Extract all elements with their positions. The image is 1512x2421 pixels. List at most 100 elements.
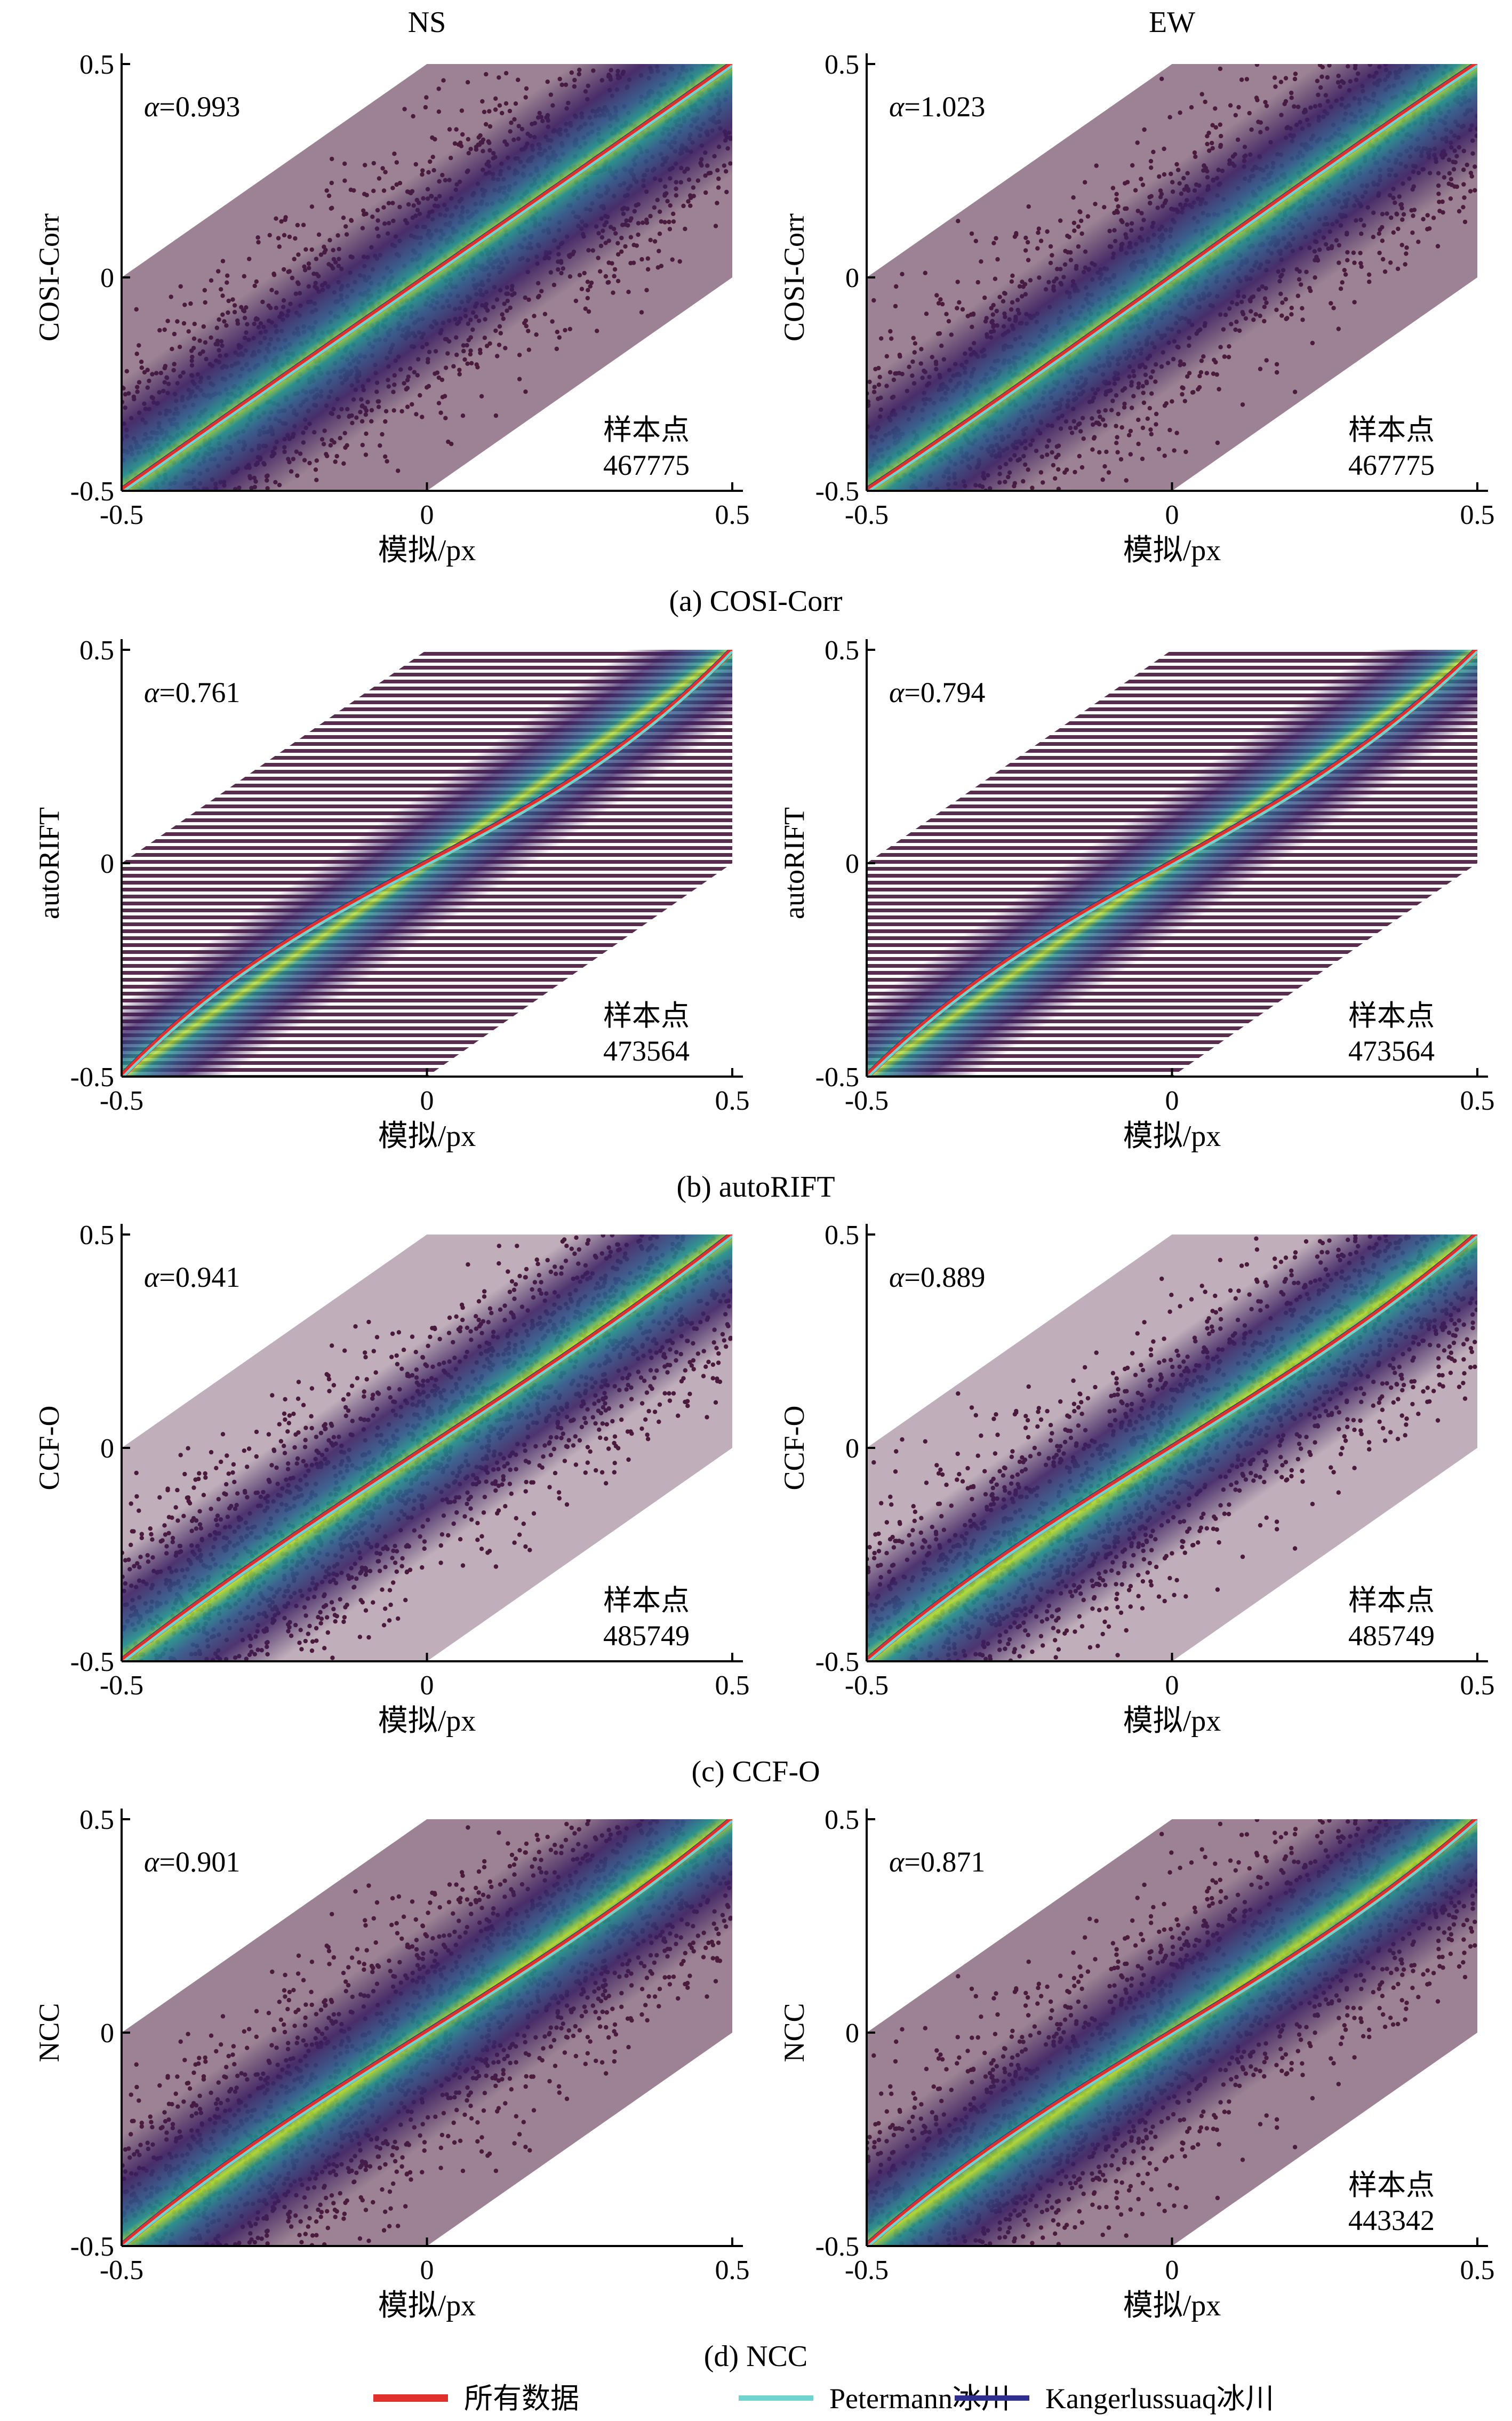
y-tick-label: 0 [100, 263, 114, 293]
panel-cosi-corr-ns: -0.5-0.5 0 0 0.5 0.5 COSI-Corr 模拟/px α=0.993 样本点… [33, 50, 843, 618]
panel-ccf-o-ns: -0.5-0.5 0 0 0.5 0.5 CCF-O 模拟/px α=0.941 样本点 4857… [33, 1220, 820, 1788]
panel-caption: (d) NCC [704, 2340, 807, 2373]
x-axis-label: 模拟/px [378, 1705, 476, 1738]
column-title-ns: NS [408, 6, 446, 39]
y-axis-label: COSI-Corr [778, 213, 810, 341]
petermann-fit-line [122, 1235, 732, 1661]
x-tick-label: 0 [1165, 2255, 1179, 2285]
sample-count: 467775 [1348, 449, 1435, 481]
panel-autorift-ew: -0.5-0.5 0 0 0.5 0.5 autoRIFT 模拟/px α=0.794 样本点4… [778, 635, 1495, 1153]
petermann-fit-line [867, 650, 1477, 1077]
x-tick-label: 0.5 [1460, 1670, 1495, 1701]
x-tick-label: 0 [420, 2255, 434, 2285]
all-data-fit-line [867, 64, 1477, 491]
y-tick-label: 0.5 [79, 1805, 114, 1835]
panel-ncc-ns: -0.5-0.5 0 0 0.5 0.5 NCC 模拟/px α=0.901 (d) NCC [33, 1805, 807, 2373]
y-tick-label: -0.5 [70, 2232, 114, 2262]
all-data-fit-line [122, 64, 732, 491]
y-tick-label: -0.5 [815, 1062, 859, 1093]
x-tick-label: -0.5 [100, 1670, 143, 1701]
y-axis-label: autoRIFT [778, 807, 810, 919]
petermann-fit-line [122, 650, 732, 1077]
x-tick-label: 0.5 [715, 2255, 750, 2285]
x-tick-label: 0.5 [715, 500, 750, 530]
sample-count: 467775 [603, 449, 690, 481]
alpha-annotation: α=1.023 [889, 91, 985, 123]
scatter-density [867, 64, 1477, 491]
x-tick-label: 0 [420, 500, 434, 530]
y-tick-label: 0.5 [825, 1805, 859, 1835]
x-axis-label: 模拟/px [1123, 1120, 1221, 1153]
legend-label: Kangerlussuaq冰川 [1045, 2383, 1274, 2415]
alpha-annotation: α=0.901 [144, 1846, 240, 1878]
y-axis-label: CCF-O [33, 1405, 65, 1490]
x-tick-label: 0 [420, 1670, 434, 1701]
x-tick-label: -0.5 [845, 2255, 889, 2285]
petermann-fit-line [867, 1820, 1477, 2246]
all-data-fit-line [122, 1819, 732, 2246]
y-tick-label: 0.5 [79, 1220, 114, 1251]
all-data-fit-line [867, 1819, 1477, 2246]
petermann-fit-line [122, 1820, 732, 2246]
column-title-ew: EW [1149, 6, 1195, 39]
x-tick-label: -0.5 [845, 1086, 889, 1116]
sample-count: 473564 [603, 1035, 690, 1067]
x-tick-label: -0.5 [100, 1086, 143, 1116]
x-tick-label: 0.5 [715, 1670, 750, 1701]
all-data-fit-line [867, 1235, 1477, 1661]
x-tick-label: -0.5 [845, 1670, 889, 1701]
panel-autorift-ns: -0.5-0.5 0 0 0.5 0.5 autoRIFT 模拟/px α=0.761 样本点4… [33, 635, 835, 1204]
x-tick-label: 0 [1165, 1670, 1179, 1701]
sample-label: 样本点 [1348, 1000, 1435, 1032]
y-tick-label: 0 [100, 2018, 114, 2049]
y-tick-label: -0.5 [815, 2232, 859, 2262]
x-tick-label: 0 [420, 1086, 434, 1116]
y-tick-label: 0 [100, 849, 114, 879]
x-axis-label: 模拟/px [1123, 1705, 1221, 1738]
y-axis-label: NCC [778, 2003, 810, 2062]
scatter-density [122, 1235, 732, 1661]
y-axis-label: NCC [33, 2003, 65, 2062]
y-tick-label: 0.5 [825, 635, 859, 666]
x-axis-label: 模拟/px [378, 534, 476, 567]
scatter-density [867, 1235, 1477, 1661]
x-tick-label: 0.5 [1460, 1086, 1495, 1116]
all-data-fit-line [122, 650, 732, 1077]
panel-cosi-corr-ew: -0.5-0.5 0 0 0.5 0.5 COSI-Corr 模拟/px α=1.023 样本点… [778, 50, 1495, 567]
scatter-density [867, 1819, 1477, 2246]
y-axis-label: autoRIFT [33, 807, 65, 919]
x-tick-label: 0.5 [715, 1086, 750, 1116]
y-tick-label: -0.5 [815, 1647, 859, 1677]
y-tick-label: 0.5 [79, 635, 114, 666]
scatter-density [867, 650, 1477, 1077]
y-tick-label: 0 [845, 849, 859, 879]
x-axis-label: 模拟/px [1123, 2289, 1221, 2322]
x-tick-label: -0.5 [100, 2255, 143, 2285]
x-tick-label: 0.5 [1460, 500, 1495, 530]
y-tick-label: -0.5 [70, 1062, 114, 1093]
alpha-annotation: α=0.761 [144, 676, 240, 708]
x-tick-label: 0.5 [1460, 2255, 1495, 2285]
y-tick-label: -0.5 [815, 476, 859, 507]
y-axis-label: CCF-O [778, 1405, 810, 1490]
y-axis-label: COSI-Corr [33, 213, 65, 341]
panel-caption: (a) COSI-Corr [669, 585, 842, 618]
x-tick-label: 0 [1165, 500, 1179, 530]
sample-count: 485749 [1348, 1620, 1435, 1652]
legend-label: 所有数据 [464, 2383, 579, 2415]
alpha-annotation: α=0.993 [144, 91, 240, 123]
alpha-annotation: α=0.889 [889, 1261, 985, 1293]
sample-label: 样本点 [1348, 414, 1435, 446]
x-tick-label: -0.5 [100, 500, 143, 530]
sample-count: 443342 [1348, 2204, 1435, 2236]
alpha-annotation: α=0.871 [889, 1846, 985, 1878]
panel-caption: (c) CCF-O [691, 1755, 820, 1788]
y-tick-label: 0 [845, 2018, 859, 2049]
scatter-density [122, 64, 732, 491]
y-tick-label: -0.5 [70, 476, 114, 507]
sample-label: 样本点 [603, 1584, 690, 1616]
y-tick-label: 0 [845, 263, 859, 293]
y-tick-label: 0.5 [825, 50, 859, 80]
